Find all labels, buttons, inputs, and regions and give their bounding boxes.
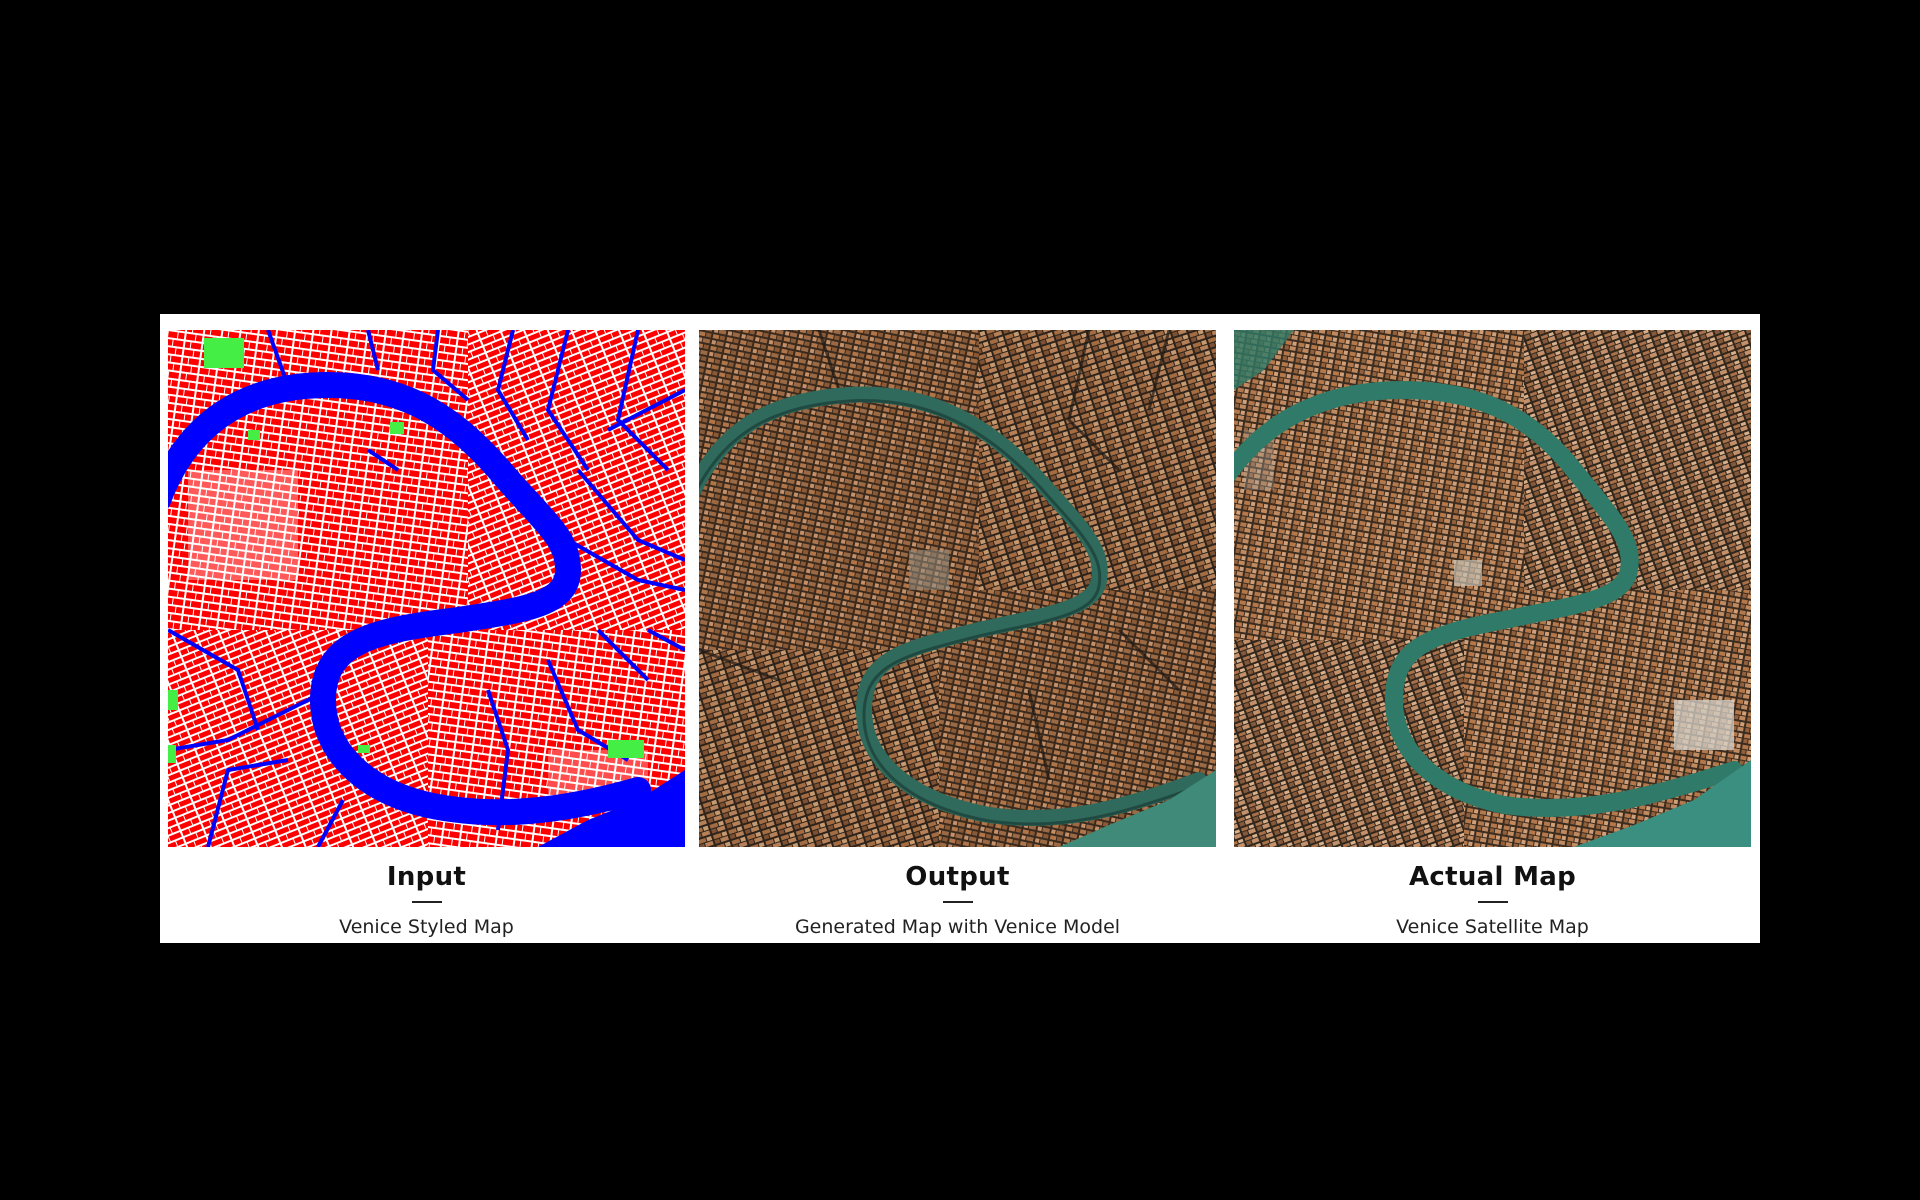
panel-subtitle: Venice Satellite Map	[1396, 916, 1589, 938]
panel-title: Output	[905, 862, 1010, 892]
caption-divider	[1477, 901, 1508, 903]
output-generated-map	[699, 330, 1216, 847]
figure-card: Input Venice Styled Map	[160, 314, 1760, 943]
panel-subtitle: Venice Styled Map	[339, 916, 514, 938]
panel-subtitle: Generated Map with Venice Model	[794, 916, 1121, 938]
panel-output: Output Generated Map with Venice Model	[699, 330, 1216, 939]
panel-input: Input Venice Styled Map	[168, 330, 685, 939]
input-styled-map	[168, 330, 685, 847]
caption-divider	[942, 901, 973, 903]
panel-actual-map: Actual Map Venice Satellite Map	[1234, 330, 1751, 939]
panel-title: Input	[386, 862, 467, 892]
actual-satellite-map	[1234, 330, 1751, 847]
panel-title: Actual Map	[1408, 862, 1576, 892]
caption-divider	[411, 901, 442, 903]
